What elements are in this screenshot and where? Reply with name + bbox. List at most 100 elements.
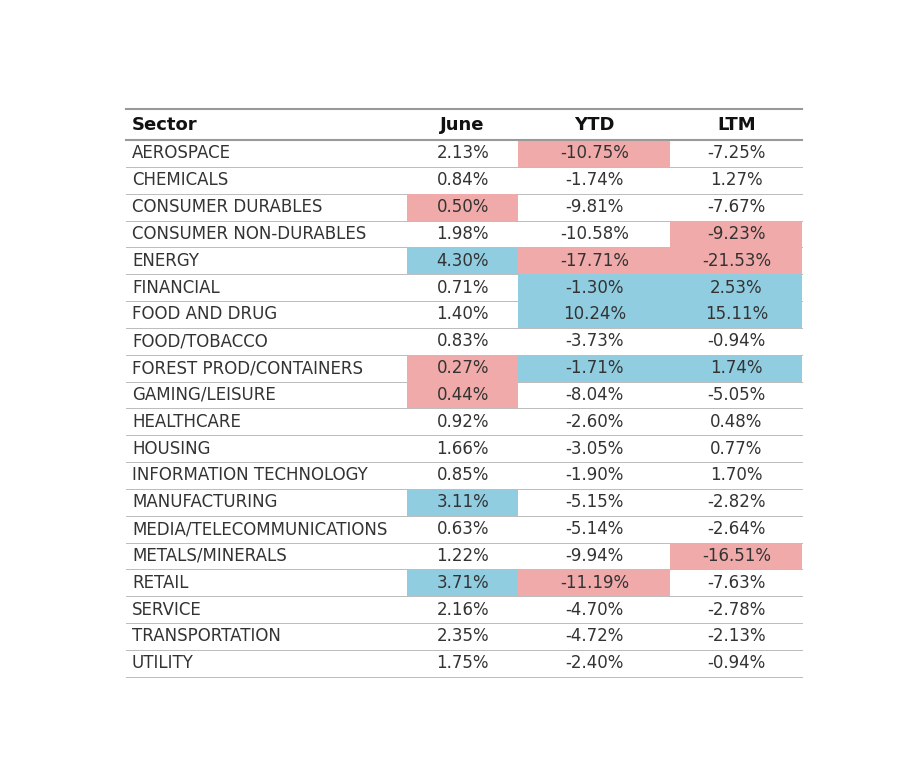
Text: 2.35%: 2.35% [436,628,489,645]
Text: 1.75%: 1.75% [436,654,489,672]
Bar [407,381,518,408]
Text: 1.98%: 1.98% [436,225,489,243]
Text: FOOD AND DRUG: FOOD AND DRUG [132,305,277,324]
Text: -2.64%: -2.64% [707,520,766,538]
Text: 3.11%: 3.11% [436,493,489,511]
Text: 1.27%: 1.27% [710,171,762,189]
Text: 0.63%: 0.63% [436,520,489,538]
Bar [518,301,670,328]
Text: -21.53%: -21.53% [702,251,771,270]
Text: -1.90%: -1.90% [565,467,624,484]
Text: RETAIL: RETAIL [132,574,188,592]
Bar [518,275,670,301]
Bar [407,194,518,221]
Text: 1.70%: 1.70% [710,467,762,484]
Bar [670,543,802,569]
Bar [518,569,670,596]
Text: -10.75%: -10.75% [560,145,629,162]
Text: CONSUMER DURABLES: CONSUMER DURABLES [132,198,322,216]
Bar [670,248,802,275]
Text: 1.22%: 1.22% [436,547,489,565]
Text: -0.94%: -0.94% [707,332,766,350]
Text: June: June [440,115,485,134]
Text: MEDIA/TELECOMMUNICATIONS: MEDIA/TELECOMMUNICATIONS [132,520,387,538]
Text: GAMING/LEISURE: GAMING/LEISURE [132,386,275,404]
Text: -0.94%: -0.94% [707,654,766,672]
Text: -3.73%: -3.73% [565,332,624,350]
Text: 0.83%: 0.83% [436,332,489,350]
Text: -17.71%: -17.71% [560,251,629,270]
Text: -5.14%: -5.14% [565,520,624,538]
Text: 3.71%: 3.71% [436,574,489,592]
Text: 0.71%: 0.71% [436,278,489,297]
Text: HEALTHCARE: HEALTHCARE [132,413,241,431]
Text: TRANSPORTATION: TRANSPORTATION [132,628,281,645]
Text: SERVICE: SERVICE [132,601,202,618]
Text: 0.84%: 0.84% [436,171,489,189]
Text: -8.04%: -8.04% [565,386,624,404]
Bar [670,355,802,381]
Text: 0.44%: 0.44% [436,386,489,404]
Text: -7.25%: -7.25% [707,145,766,162]
Text: CONSUMER NON-DURABLES: CONSUMER NON-DURABLES [132,225,366,243]
Text: 2.13%: 2.13% [436,145,489,162]
Text: -1.30%: -1.30% [565,278,624,297]
Text: FOOD/TOBACCO: FOOD/TOBACCO [132,332,267,350]
Text: -7.63%: -7.63% [707,574,766,592]
Bar [670,221,802,248]
Text: -9.23%: -9.23% [707,225,766,243]
Text: 1.66%: 1.66% [436,440,489,458]
Text: -9.81%: -9.81% [565,198,624,216]
Bar [407,355,518,381]
Bar [407,489,518,516]
Bar [407,248,518,275]
Text: 15.11%: 15.11% [705,305,768,324]
Text: 10.24%: 10.24% [562,305,626,324]
Text: -16.51%: -16.51% [702,547,771,565]
Text: INFORMATION TECHNOLOGY: INFORMATION TECHNOLOGY [132,467,367,484]
Text: 4.30%: 4.30% [436,251,489,270]
Text: -1.71%: -1.71% [565,359,624,377]
Text: HOUSING: HOUSING [132,440,211,458]
Text: MANUFACTURING: MANUFACTURING [132,493,277,511]
Text: -2.82%: -2.82% [707,493,766,511]
Text: ENERGY: ENERGY [132,251,199,270]
Text: -9.94%: -9.94% [565,547,624,565]
Bar [518,355,670,381]
Text: -2.60%: -2.60% [565,413,624,431]
Text: -7.67%: -7.67% [707,198,766,216]
Text: -11.19%: -11.19% [560,574,629,592]
Text: -4.72%: -4.72% [565,628,624,645]
Text: CHEMICALS: CHEMICALS [132,171,228,189]
Bar [670,275,802,301]
Text: 1.40%: 1.40% [436,305,489,324]
Text: -1.74%: -1.74% [565,171,624,189]
Text: 0.27%: 0.27% [436,359,489,377]
Bar [407,569,518,596]
Text: 1.74%: 1.74% [710,359,762,377]
Text: LTM: LTM [717,115,756,134]
Text: 0.48%: 0.48% [710,413,762,431]
Text: UTILITY: UTILITY [132,654,194,672]
Bar [518,140,670,167]
Text: -2.78%: -2.78% [707,601,766,618]
Text: YTD: YTD [574,115,615,134]
Text: 0.77%: 0.77% [710,440,762,458]
Text: AEROSPACE: AEROSPACE [132,145,231,162]
Text: 0.85%: 0.85% [436,467,489,484]
Text: 2.53%: 2.53% [710,278,762,297]
Bar [518,248,670,275]
Bar [670,301,802,328]
Text: -5.15%: -5.15% [565,493,624,511]
Text: 0.92%: 0.92% [436,413,489,431]
Text: 2.16%: 2.16% [436,601,489,618]
Text: FINANCIAL: FINANCIAL [132,278,220,297]
Text: -4.70%: -4.70% [565,601,624,618]
Text: Sector: Sector [132,115,197,134]
Text: METALS/MINERALS: METALS/MINERALS [132,547,286,565]
Text: -2.13%: -2.13% [707,628,766,645]
Text: FOREST PROD/CONTAINERS: FOREST PROD/CONTAINERS [132,359,363,377]
Text: 0.50%: 0.50% [436,198,489,216]
Text: -2.40%: -2.40% [565,654,624,672]
Text: -3.05%: -3.05% [565,440,624,458]
